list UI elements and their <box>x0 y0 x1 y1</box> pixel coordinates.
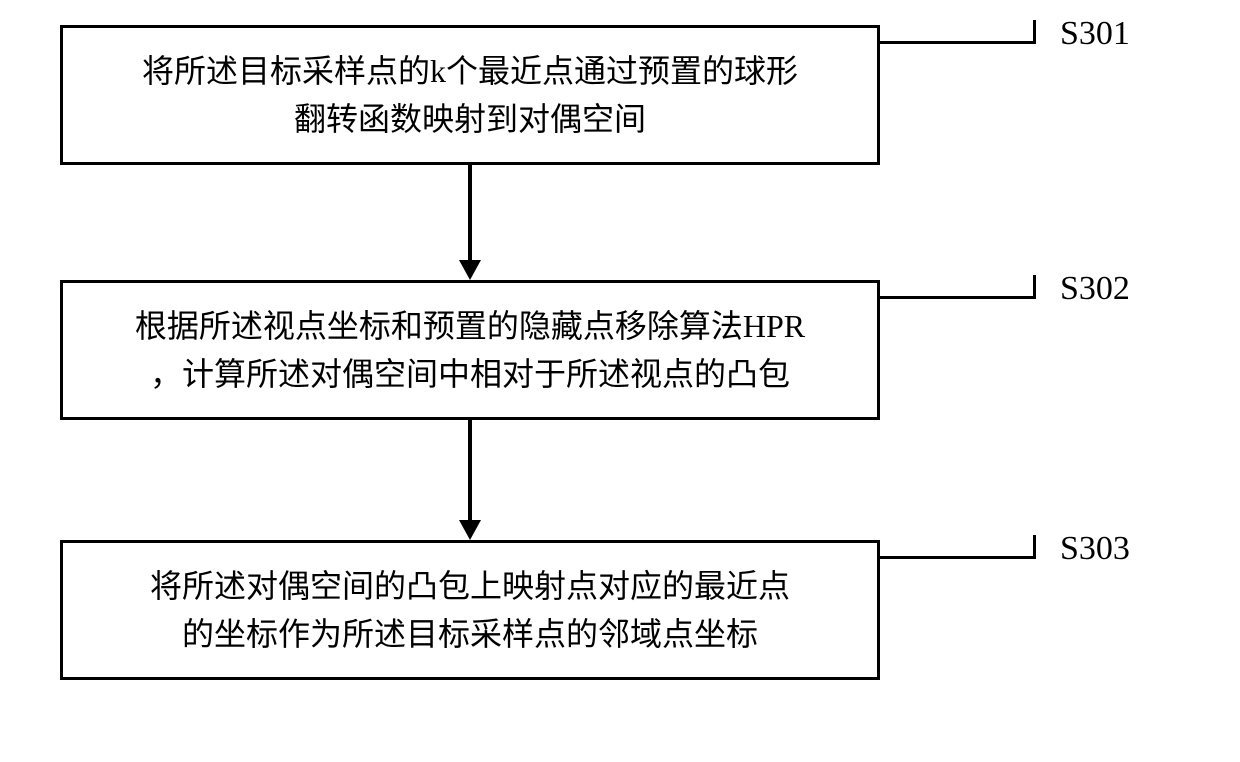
label-line-2 <box>880 296 1035 299</box>
arrow-2-line <box>468 420 472 520</box>
label-line-2-vert <box>1033 275 1036 299</box>
flowchart-container: 将所述目标采样点的k个最近点通过预置的球形翻转函数映射到对偶空间 S301 根据… <box>0 0 1240 762</box>
arrow-1-head <box>459 260 481 280</box>
label-3: S303 <box>1060 530 1130 568</box>
flowchart-box-1: 将所述目标采样点的k个最近点通过预置的球形翻转函数映射到对偶空间 <box>60 25 880 165</box>
box-2-text: 根据所述视点坐标和预置的隐藏点移除算法HPR，计算所述对偶空间中相对于所述视点的… <box>135 302 805 398</box>
label-line-1 <box>880 41 1035 44</box>
label-1: S301 <box>1060 15 1130 53</box>
box-3-text: 将所述对偶空间的凸包上映射点对应的最近点的坐标作为所述目标采样点的邻域点坐标 <box>150 562 790 658</box>
label-2: S302 <box>1060 270 1130 308</box>
flowchart-box-2: 根据所述视点坐标和预置的隐藏点移除算法HPR，计算所述对偶空间中相对于所述视点的… <box>60 280 880 420</box>
flowchart-box-3: 将所述对偶空间的凸包上映射点对应的最近点的坐标作为所述目标采样点的邻域点坐标 <box>60 540 880 680</box>
label-line-3-vert <box>1033 535 1036 559</box>
box-1-text: 将所述目标采样点的k个最近点通过预置的球形翻转函数映射到对偶空间 <box>142 47 798 143</box>
label-line-1-vert <box>1033 20 1036 44</box>
arrow-2-head <box>459 520 481 540</box>
label-line-3 <box>880 556 1035 559</box>
arrow-1-line <box>468 165 472 260</box>
